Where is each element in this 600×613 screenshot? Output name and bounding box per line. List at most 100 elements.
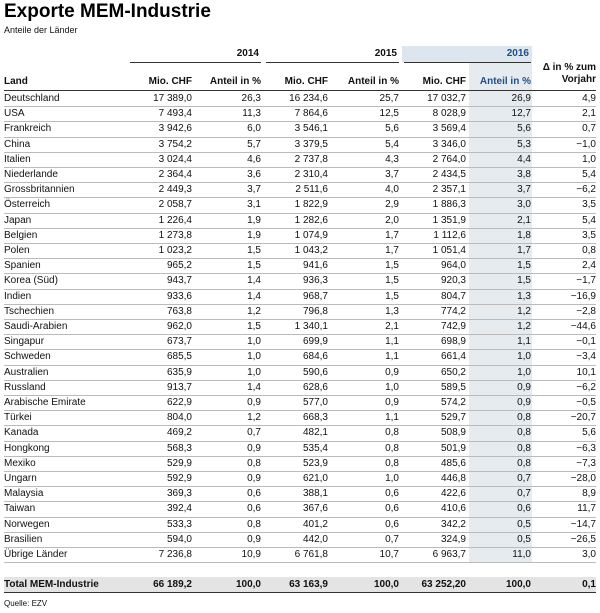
cell: 804,7 — [440, 290, 466, 302]
cell: 17 032,7 — [427, 93, 466, 104]
cell: 1,3 — [385, 305, 399, 317]
cell: 1,2 — [517, 321, 531, 332]
cell: 2 364,4 — [158, 169, 192, 180]
header-rule — [4, 90, 596, 91]
cell: −6,2 — [576, 381, 596, 393]
cell: 0,7 — [247, 427, 261, 439]
cell: 1,9 — [247, 214, 261, 226]
cell: 1,1 — [385, 351, 399, 363]
cell: 3,6 — [247, 169, 261, 180]
row-rule — [4, 562, 596, 564]
cell: 422,6 — [440, 488, 466, 500]
cell: 0,6 — [385, 518, 399, 530]
cell: 0,9 — [517, 397, 531, 408]
cell: 0,8 — [517, 412, 531, 424]
cell: 2,0 — [385, 214, 399, 226]
cell: 1,7 — [385, 245, 399, 256]
total-cell: 100,0 — [235, 579, 261, 590]
cell: −14,7 — [570, 518, 596, 530]
cell: 7 493,4 — [158, 108, 192, 120]
cell: 774,2 — [440, 305, 466, 317]
cell: 1 226,4 — [158, 214, 192, 226]
cell: 589,5 — [440, 381, 466, 393]
cell: 367,6 — [302, 503, 328, 515]
cell: 1,5 — [517, 275, 531, 287]
cell: 0,8 — [247, 457, 261, 469]
cell: 594,0 — [166, 533, 192, 545]
cell: 763,8 — [166, 305, 192, 317]
row-rule — [4, 501, 596, 503]
cell: 1,5 — [247, 321, 261, 332]
cell: 529,7 — [440, 412, 466, 424]
cell: 684,6 — [302, 351, 328, 363]
cell: 3 942,6 — [158, 123, 192, 135]
cell: 5,3 — [517, 138, 531, 150]
cell: 6 761,8 — [294, 549, 328, 560]
row-rule — [4, 455, 596, 457]
cell: 0,7 — [517, 488, 531, 500]
cell: 668,3 — [302, 412, 328, 424]
cell: 0,8 — [517, 457, 531, 469]
cell: 1 886,3 — [432, 199, 466, 211]
row-rule — [4, 197, 596, 199]
cell: 3,0 — [517, 199, 531, 211]
cell: 1 051,4 — [432, 245, 466, 256]
row-label: Brasilien — [4, 533, 43, 545]
cell: 1 822,9 — [294, 199, 328, 211]
cell: 1,1 — [385, 412, 399, 424]
cell: 1,5 — [385, 275, 399, 287]
cell: 0,9 — [385, 366, 399, 378]
cell: 10,7 — [379, 549, 399, 560]
column-header: Mio. CHF — [148, 76, 192, 87]
cell: 0,8 — [517, 442, 531, 454]
cell: 5,6 — [385, 123, 399, 135]
row-rule — [4, 288, 596, 290]
column-header: Anteil in % — [479, 76, 531, 87]
cell: −28,0 — [570, 473, 596, 484]
cell: 3 569,4 — [432, 123, 466, 135]
cell: 0,9 — [247, 533, 261, 545]
cell: 941,6 — [302, 260, 328, 272]
row-rule — [4, 334, 596, 336]
cell: 0,7 — [385, 533, 399, 545]
cell: 1,0 — [582, 153, 596, 165]
cell: −0,5 — [576, 397, 596, 408]
row-label: Australien — [4, 366, 49, 378]
total-cell: 100,0 — [505, 579, 531, 590]
cell: 16 234,6 — [289, 93, 328, 104]
cell: 1,2 — [517, 305, 531, 317]
row-rule — [4, 471, 596, 472]
row-rule — [4, 486, 596, 488]
cell: 2,9 — [385, 199, 399, 211]
cell: 1,0 — [247, 351, 261, 363]
year-header: 2016 — [506, 48, 529, 59]
cell: 0,9 — [247, 473, 261, 484]
cell: 933,6 — [166, 290, 192, 302]
cell: 446,8 — [440, 473, 466, 484]
row-rule — [4, 167, 596, 168]
row-rule — [4, 136, 596, 138]
cell: 3,5 — [582, 229, 596, 241]
cell: 469,2 — [166, 427, 192, 439]
cell: 369,3 — [166, 488, 192, 500]
cell: 1,4 — [247, 275, 261, 287]
cell: 0,5 — [517, 533, 531, 545]
cell: 401,2 — [302, 518, 328, 530]
year-rule — [130, 62, 261, 63]
cell: −3,4 — [576, 351, 596, 363]
cell: 410,6 — [440, 503, 466, 515]
cell: 2 511,6 — [295, 184, 328, 196]
cell: 12,7 — [511, 108, 531, 120]
cell: 0,8 — [385, 457, 399, 469]
cell: 621,0 — [302, 473, 328, 484]
year-header: 2015 — [374, 48, 397, 59]
cell: 4,6 — [247, 153, 261, 165]
cell: 1,5 — [517, 260, 531, 272]
cell: 3,7 — [247, 184, 261, 196]
cell: 1,2 — [247, 412, 261, 424]
cell: 2 764,0 — [432, 153, 466, 165]
total-bg — [4, 577, 596, 592]
cell: 0,9 — [247, 397, 261, 408]
cell: 1,0 — [385, 381, 399, 393]
source: Quelle: EZV — [4, 599, 48, 608]
